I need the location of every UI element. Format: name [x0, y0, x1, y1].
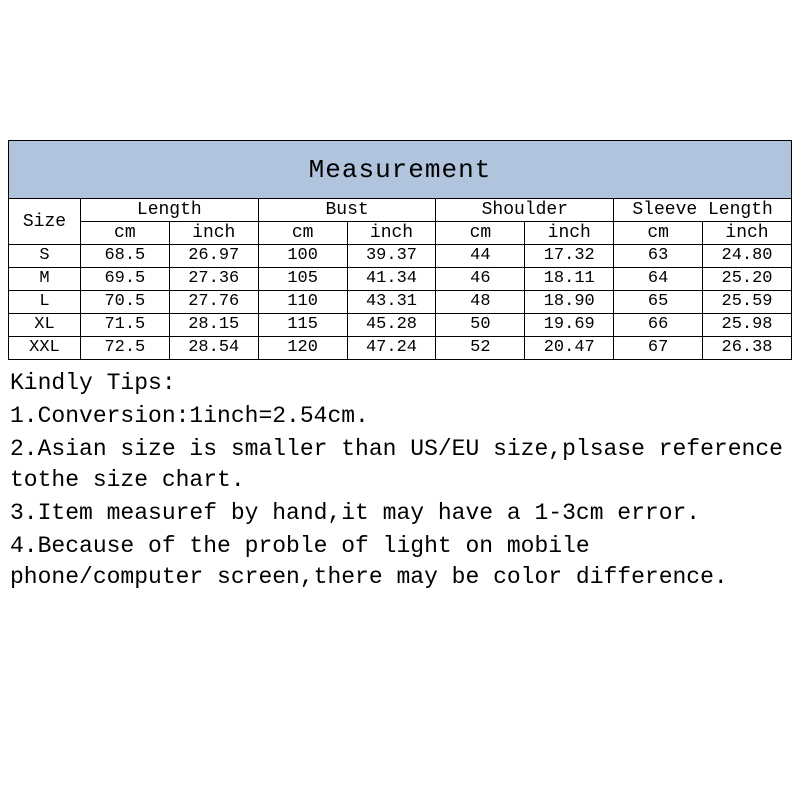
cell: 120 [258, 337, 347, 360]
cell: 25.98 [703, 314, 792, 337]
cell-size: XXL [9, 337, 81, 360]
header-group: Sleeve Length [614, 199, 792, 222]
cell: 46 [436, 268, 525, 291]
cell: 47.24 [347, 337, 436, 360]
cell: 65 [614, 291, 703, 314]
cell-size: XL [9, 314, 81, 337]
cell: 25.20 [703, 268, 792, 291]
cell: 43.31 [347, 291, 436, 314]
cell: 44 [436, 245, 525, 268]
tips-section: Kindly Tips: 1.Conversion:1inch=2.54cm. … [8, 368, 792, 593]
cell: 64 [614, 268, 703, 291]
table-header-row-1: Size Length Bust Shoulder Sleeve Length [9, 199, 792, 222]
header-unit: inch [347, 222, 436, 245]
cell: 28.15 [169, 314, 258, 337]
cell: 18.90 [525, 291, 614, 314]
cell: 39.37 [347, 245, 436, 268]
cell: 71.5 [80, 314, 169, 337]
cell: 19.69 [525, 314, 614, 337]
cell: 45.28 [347, 314, 436, 337]
cell: 20.47 [525, 337, 614, 360]
cell: 72.5 [80, 337, 169, 360]
header-unit: cm [80, 222, 169, 245]
header-unit: cm [614, 222, 703, 245]
cell: 105 [258, 268, 347, 291]
size-chart: Measurement Size Length Bust Shoulder Sl… [8, 140, 792, 595]
table-row: XXL 72.5 28.54 120 47.24 52 20.47 67 26.… [9, 337, 792, 360]
tips-line: 1.Conversion:1inch=2.54cm. [10, 401, 792, 432]
cell: 48 [436, 291, 525, 314]
table-body: S 68.5 26.97 100 39.37 44 17.32 63 24.80… [9, 245, 792, 360]
header-unit: inch [525, 222, 614, 245]
table-row: S 68.5 26.97 100 39.37 44 17.32 63 24.80 [9, 245, 792, 268]
header-unit: cm [258, 222, 347, 245]
cell-size: L [9, 291, 81, 314]
cell-size: M [9, 268, 81, 291]
cell: 100 [258, 245, 347, 268]
header-size: Size [9, 199, 81, 245]
measurement-table: Size Length Bust Shoulder Sleeve Length … [8, 198, 792, 360]
header-group: Shoulder [436, 199, 614, 222]
cell: 70.5 [80, 291, 169, 314]
cell: 27.76 [169, 291, 258, 314]
header-group: Length [80, 199, 258, 222]
tips-line: 3.Item measuref by hand,it may have a 1-… [10, 498, 792, 529]
table-row: M 69.5 27.36 105 41.34 46 18.11 64 25.20 [9, 268, 792, 291]
cell: 26.38 [703, 337, 792, 360]
cell: 26.97 [169, 245, 258, 268]
cell: 27.36 [169, 268, 258, 291]
cell: 28.54 [169, 337, 258, 360]
header-unit: cm [436, 222, 525, 245]
cell: 110 [258, 291, 347, 314]
header-unit: inch [703, 222, 792, 245]
cell-size: S [9, 245, 81, 268]
header-unit: inch [169, 222, 258, 245]
canvas: Measurement Size Length Bust Shoulder Sl… [0, 0, 800, 800]
cell: 115 [258, 314, 347, 337]
cell: 50 [436, 314, 525, 337]
chart-title: Measurement [8, 140, 792, 198]
cell: 63 [614, 245, 703, 268]
table-row: XL 71.5 28.15 115 45.28 50 19.69 66 25.9… [9, 314, 792, 337]
table-row: L 70.5 27.76 110 43.31 48 18.90 65 25.59 [9, 291, 792, 314]
table-header-row-2: cm inch cm inch cm inch cm inch [9, 222, 792, 245]
cell: 41.34 [347, 268, 436, 291]
tips-line: 4.Because of the proble of light on mobi… [10, 531, 792, 593]
cell: 18.11 [525, 268, 614, 291]
cell: 67 [614, 337, 703, 360]
cell: 24.80 [703, 245, 792, 268]
cell: 69.5 [80, 268, 169, 291]
cell: 25.59 [703, 291, 792, 314]
cell: 52 [436, 337, 525, 360]
cell: 66 [614, 314, 703, 337]
cell: 17.32 [525, 245, 614, 268]
tips-heading: Kindly Tips: [10, 368, 792, 399]
tips-line: 2.Asian size is smaller than US/EU size,… [10, 434, 792, 496]
header-group: Bust [258, 199, 436, 222]
cell: 68.5 [80, 245, 169, 268]
